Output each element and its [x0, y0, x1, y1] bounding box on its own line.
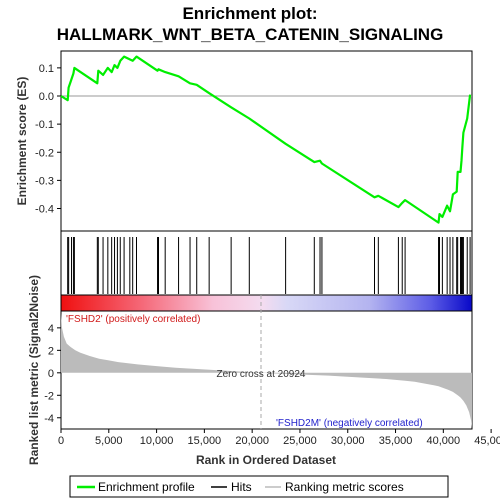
metric-y-tick-label: 4	[48, 323, 54, 335]
chart-title-line2: HALLMARK_WNT_BETA_CATENIN_SIGNALING	[57, 25, 444, 44]
es-y-tick-label: -0.3	[35, 175, 54, 187]
es-y-tick-label: 0.1	[39, 63, 54, 75]
negative-correlation-label: 'FSHD2M' (negatively correlated)	[276, 418, 423, 429]
x-tick-label: 30,000	[331, 435, 365, 447]
x-tick-label: 25,000	[283, 435, 317, 447]
legend-hits-label: Hits	[231, 480, 252, 494]
chart-title-line1: Enrichment plot:	[182, 4, 317, 23]
es-y-tick-label: -0.1	[35, 119, 54, 131]
metric-y-tick-label: -4	[44, 413, 54, 425]
x-tick-label: 10,000	[140, 435, 174, 447]
metric-y-axis: 4 2 0 -2 -4	[44, 323, 61, 425]
x-tick-label: 5,000	[95, 435, 123, 447]
zero-cross-label: Zero cross at 20924	[217, 369, 306, 380]
x-tick-label: 0	[58, 435, 64, 447]
legend-box	[69, 475, 449, 498]
x-tick-label: 45,000	[474, 435, 500, 447]
es-y-axis: 0.1 0.0 -0.1 -0.2 -0.3 -0.4	[35, 63, 61, 216]
x-axis: 0 5,000 10,000 15,000 20,000 25,000 30,000 35,0…	[58, 429, 500, 447]
x-tick-label: 20,000	[235, 435, 269, 447]
metric-y-tick-label: 2	[48, 345, 54, 357]
legend: Enrichment profile Hits Ranking metric s…	[69, 475, 449, 498]
enrichment-profile-line	[60, 55, 472, 224]
metric-y-tick-label: 0	[48, 368, 54, 380]
metric-y-tick-label: -2	[44, 390, 54, 402]
x-tick-label: 35,000	[379, 435, 413, 447]
rank-color-bar	[60, 294, 473, 312]
es-axis-label: Enrichment score (ES)	[15, 77, 29, 206]
x-tick-label: 40,000	[426, 435, 460, 447]
hits-track	[67, 237, 471, 294]
legend-metric-label: Ranking metric scores	[285, 480, 404, 494]
ranked-metric-area	[61, 313, 472, 428]
metric-axis-label: Ranked list metric (Signal2Noise)	[27, 275, 41, 465]
es-y-tick-label: 0.0	[39, 91, 54, 103]
x-tick-label: 15,000	[188, 435, 222, 447]
positive-correlation-label: 'FSHD2' (positively correlated)	[66, 314, 200, 325]
es-y-tick-label: -0.2	[35, 147, 54, 159]
hits-panel	[60, 230, 473, 296]
legend-profile-label: Enrichment profile	[98, 480, 195, 494]
es-y-tick-label: -0.4	[35, 204, 54, 216]
x-axis-label: Rank in Ordered Dataset	[196, 453, 336, 467]
